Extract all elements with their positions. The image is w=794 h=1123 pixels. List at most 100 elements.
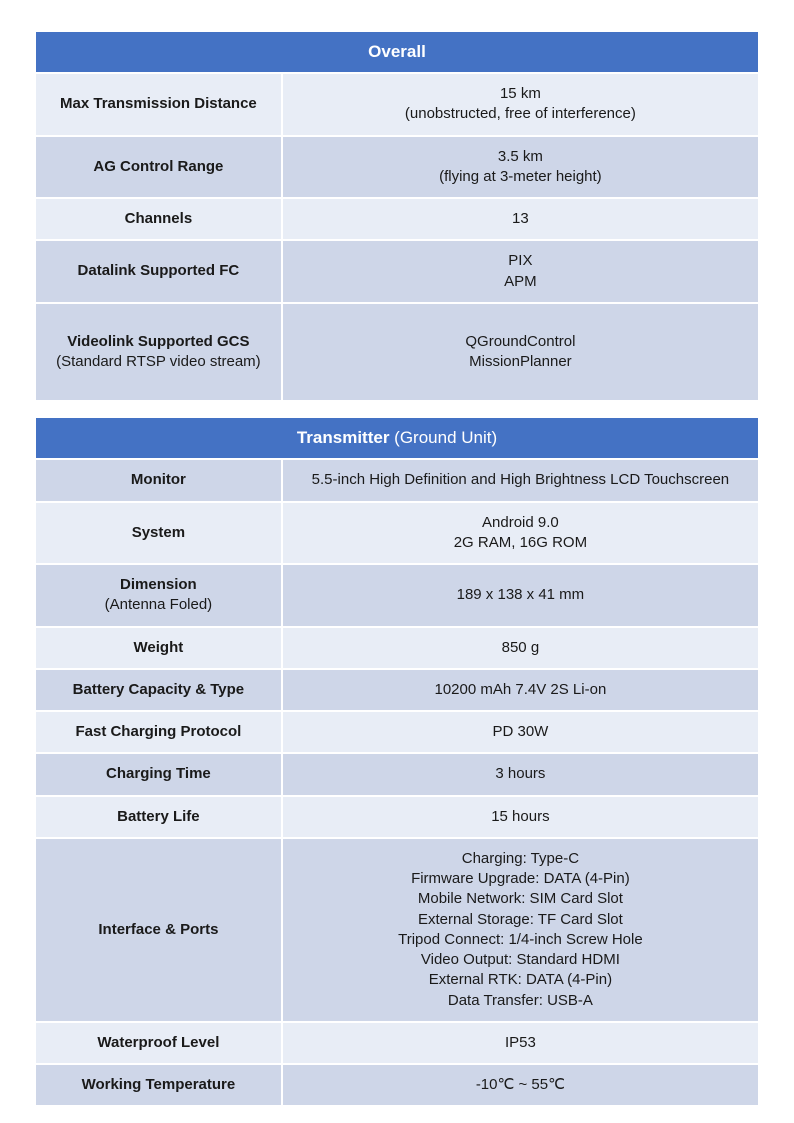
spec-value-line: APM <box>291 272 750 292</box>
table-row: Videolink Supported GCS (Standard RTSP vi… <box>36 304 758 401</box>
table-row: Interface & Ports Charging: Type-CFirmwar… <box>36 839 758 1021</box>
spec-value-line: (unobstructed, free of interference) <box>291 104 750 124</box>
table-row: Channels 13 <box>36 199 758 239</box>
spec-table: Transmitter (Ground Unit) Monitor 5.5-inch… <box>34 416 760 1107</box>
spec-value-line: PD 30W <box>291 722 750 742</box>
spec-value: Android 9.02G RAM, 16G ROM <box>283 503 758 564</box>
spec-value-line: MissionPlanner <box>291 352 750 372</box>
spec-value-line: Mobile Network: SIM Card Slot <box>291 889 750 909</box>
spec-label-text: Videolink Supported GCS <box>67 333 249 350</box>
spec-label: Battery Life <box>36 797 281 837</box>
spec-value-line: 15 hours <box>291 807 750 827</box>
spec-label: Datalink Supported FC <box>36 241 281 302</box>
section-subtitle: (Ground Unit) <box>389 428 497 447</box>
spec-value-line: Android 9.0 <box>291 513 750 533</box>
spec-value-line: -10℃ ~ 55℃ <box>291 1075 750 1095</box>
spec-value: 13 <box>283 199 758 239</box>
spec-label-text: Weight <box>134 639 184 656</box>
spec-label-note: (Standard RTSP video stream) <box>44 352 273 372</box>
spec-label: Weight <box>36 628 281 668</box>
spec-label-text: Dimension <box>120 576 197 593</box>
section-title: Transmitter <box>297 428 390 447</box>
spec-label-note: (Antenna Foled) <box>44 595 273 615</box>
spec-label: AG Control Range <box>36 137 281 198</box>
spec-value-line: 10200 mAh 7.4V 2S Li-on <box>291 680 750 700</box>
spec-label: Battery Capacity & Type <box>36 670 281 710</box>
spec-value: Charging: Type-CFirmware Upgrade: DATA (… <box>283 839 758 1021</box>
spec-value-line: QGroundControl <box>291 332 750 352</box>
table-row: Battery Capacity & Type 10200 mAh 7.4V 2S… <box>36 670 758 710</box>
spec-label-text: AG Control Range <box>93 158 223 175</box>
spec-value-line: 850 g <box>291 638 750 658</box>
spec-value-line: Video Output: Standard HDMI <box>291 950 750 970</box>
spec-value-line: 5.5-inch High Definition and High Bright… <box>291 470 750 490</box>
table-row: Battery Life 15 hours <box>36 797 758 837</box>
spec-label-text: Monitor <box>131 471 186 488</box>
table-row: Charging Time 3 hours <box>36 754 758 794</box>
table-row: Max Transmission Distance 15 km(unobstruc… <box>36 74 758 135</box>
spec-label-text: System <box>132 524 185 541</box>
spec-value-line: IP53 <box>291 1033 750 1053</box>
table-row: System Android 9.02G RAM, 16G ROM <box>36 503 758 564</box>
spec-value: 189 x 138 x 41 mm <box>283 565 758 626</box>
spec-label-text: Working Temperature <box>82 1076 236 1093</box>
spec-label: Dimension (Antenna Foled) <box>36 565 281 626</box>
spec-value-line: Tripod Connect: 1/4-inch Screw Hole <box>291 930 750 950</box>
spec-label-text: Interface & Ports <box>98 921 218 938</box>
spec-label: Monitor <box>36 460 281 500</box>
spec-value-line: 13 <box>291 209 750 229</box>
spec-value-line: 3.5 km <box>291 147 750 167</box>
spec-label: Videolink Supported GCS (Standard RTSP vi… <box>36 304 281 401</box>
section-header: Transmitter (Ground Unit) <box>36 418 758 458</box>
spec-value: 850 g <box>283 628 758 668</box>
spec-value-line: (flying at 3-meter height) <box>291 167 750 187</box>
spec-label-text: Channels <box>125 210 193 227</box>
spec-label-text: Waterproof Level <box>97 1034 219 1051</box>
spec-label: Fast Charging Protocol <box>36 712 281 752</box>
spec-value: IP53 <box>283 1023 758 1063</box>
spec-value-line: External Storage: TF Card Slot <box>291 910 750 930</box>
spec-label: Waterproof Level <box>36 1023 281 1063</box>
spec-label-text: Charging Time <box>106 765 211 782</box>
spec-value-line: Data Transfer: USB-A <box>291 991 750 1011</box>
spec-value: 3 hours <box>283 754 758 794</box>
spec-value-line: 189 x 138 x 41 mm <box>291 585 750 605</box>
spec-value: PD 30W <box>283 712 758 752</box>
spec-value: -10℃ ~ 55℃ <box>283 1065 758 1105</box>
spec-value-line: 2G RAM, 16G ROM <box>291 533 750 553</box>
spec-table: Overall Max Transmission Distance 15 km(un… <box>34 30 760 402</box>
spec-label: System <box>36 503 281 564</box>
spec-label-text: Datalink Supported FC <box>78 262 240 279</box>
table-row: Datalink Supported FC PIXAPM <box>36 241 758 302</box>
spec-value-line: 15 km <box>291 84 750 104</box>
table-row: AG Control Range 3.5 km(flying at 3-meter… <box>36 137 758 198</box>
spec-label-text: Fast Charging Protocol <box>75 723 241 740</box>
spec-value: 15 km(unobstructed, free of interference… <box>283 74 758 135</box>
spec-value: 10200 mAh 7.4V 2S Li-on <box>283 670 758 710</box>
spec-label: Max Transmission Distance <box>36 74 281 135</box>
spec-label-text: Battery Capacity & Type <box>73 681 244 698</box>
spec-value: QGroundControlMissionPlanner <box>283 304 758 401</box>
spec-label-text: Max Transmission Distance <box>60 95 257 112</box>
table-row: Fast Charging Protocol PD 30W <box>36 712 758 752</box>
spec-label: Charging Time <box>36 754 281 794</box>
spec-value: PIXAPM <box>283 241 758 302</box>
spec-value-line: Firmware Upgrade: DATA (4-Pin) <box>291 869 750 889</box>
spec-value: 3.5 km(flying at 3-meter height) <box>283 137 758 198</box>
section-title: Overall <box>368 42 426 61</box>
section-header: Overall <box>36 32 758 72</box>
spec-value-line: PIX <box>291 251 750 271</box>
section-gap <box>34 402 760 416</box>
spec-value: 15 hours <box>283 797 758 837</box>
spec-sheet: Overall Max Transmission Distance 15 km(un… <box>34 30 760 1107</box>
spec-value: 5.5-inch High Definition and High Bright… <box>283 460 758 500</box>
spec-label: Working Temperature <box>36 1065 281 1105</box>
spec-label: Interface & Ports <box>36 839 281 1021</box>
table-row: Waterproof Level IP53 <box>36 1023 758 1063</box>
spec-label-text: Battery Life <box>117 808 200 825</box>
table-row: Dimension (Antenna Foled) 189 x 138 x 41 m… <box>36 565 758 626</box>
table-row: Monitor 5.5-inch High Definition and High… <box>36 460 758 500</box>
table-row: Weight 850 g <box>36 628 758 668</box>
spec-value-line: External RTK: DATA (4-Pin) <box>291 970 750 990</box>
table-row: Working Temperature -10℃ ~ 55℃ <box>36 1065 758 1105</box>
